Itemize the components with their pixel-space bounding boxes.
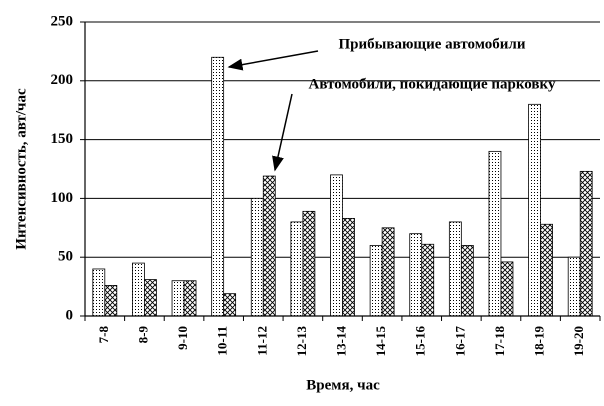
bar — [144, 279, 157, 317]
bar — [330, 174, 343, 317]
x-tick-label: 18-19 — [532, 326, 547, 357]
bar — [409, 233, 423, 317]
x-tick-label: 15-16 — [413, 326, 428, 357]
bar — [211, 56, 225, 317]
bar — [92, 268, 106, 317]
bar — [460, 245, 474, 317]
x-tick-label: 11-12 — [254, 326, 269, 356]
bar — [500, 261, 514, 317]
y-axis-label: Интенсивность, авт/час — [13, 88, 29, 250]
arrow — [227, 50, 319, 71]
x-tick-label: 12-13 — [294, 326, 309, 357]
bar — [183, 280, 197, 317]
y-tick-label: 50 — [58, 249, 73, 265]
y-tick-label: 150 — [51, 131, 74, 147]
x-tick-label: 19-20 — [571, 326, 586, 356]
x-tick-label: 10-11 — [215, 326, 230, 356]
bar — [290, 221, 304, 317]
bar — [528, 103, 541, 317]
bar — [171, 280, 185, 317]
x-tick-label: 13-14 — [333, 326, 348, 357]
x-axis-label: Время, час — [306, 377, 380, 393]
x-tick-label: 7-8 — [96, 326, 111, 344]
bar — [302, 210, 316, 317]
bar — [250, 197, 264, 317]
bar — [342, 217, 355, 317]
bar — [421, 243, 435, 317]
x-tick-label: 16-17 — [452, 326, 467, 357]
bar — [579, 170, 593, 317]
annotation: Прибывающие автомобили — [339, 36, 526, 52]
bar — [540, 223, 553, 317]
x-tick-label: 9-10 — [175, 326, 190, 350]
bar — [223, 293, 237, 317]
x-tick-label: 14-15 — [373, 326, 388, 357]
annotation: Автомобили, покидающие парковку — [309, 76, 556, 92]
y-tick-label: 0 — [66, 307, 74, 323]
bar — [488, 150, 502, 317]
bar — [132, 262, 145, 317]
bar — [567, 256, 581, 317]
bar — [369, 245, 383, 317]
y-tick-label: 100 — [51, 190, 74, 206]
bar — [104, 285, 118, 317]
arrow — [272, 93, 293, 172]
bar — [381, 227, 395, 317]
x-tick-label: 8-9 — [135, 326, 150, 344]
y-tick-label: 200 — [51, 72, 74, 88]
x-tick-label: 17-18 — [492, 326, 507, 357]
bar — [262, 175, 276, 317]
y-tick-label: 250 — [51, 13, 74, 29]
bar — [448, 221, 462, 317]
